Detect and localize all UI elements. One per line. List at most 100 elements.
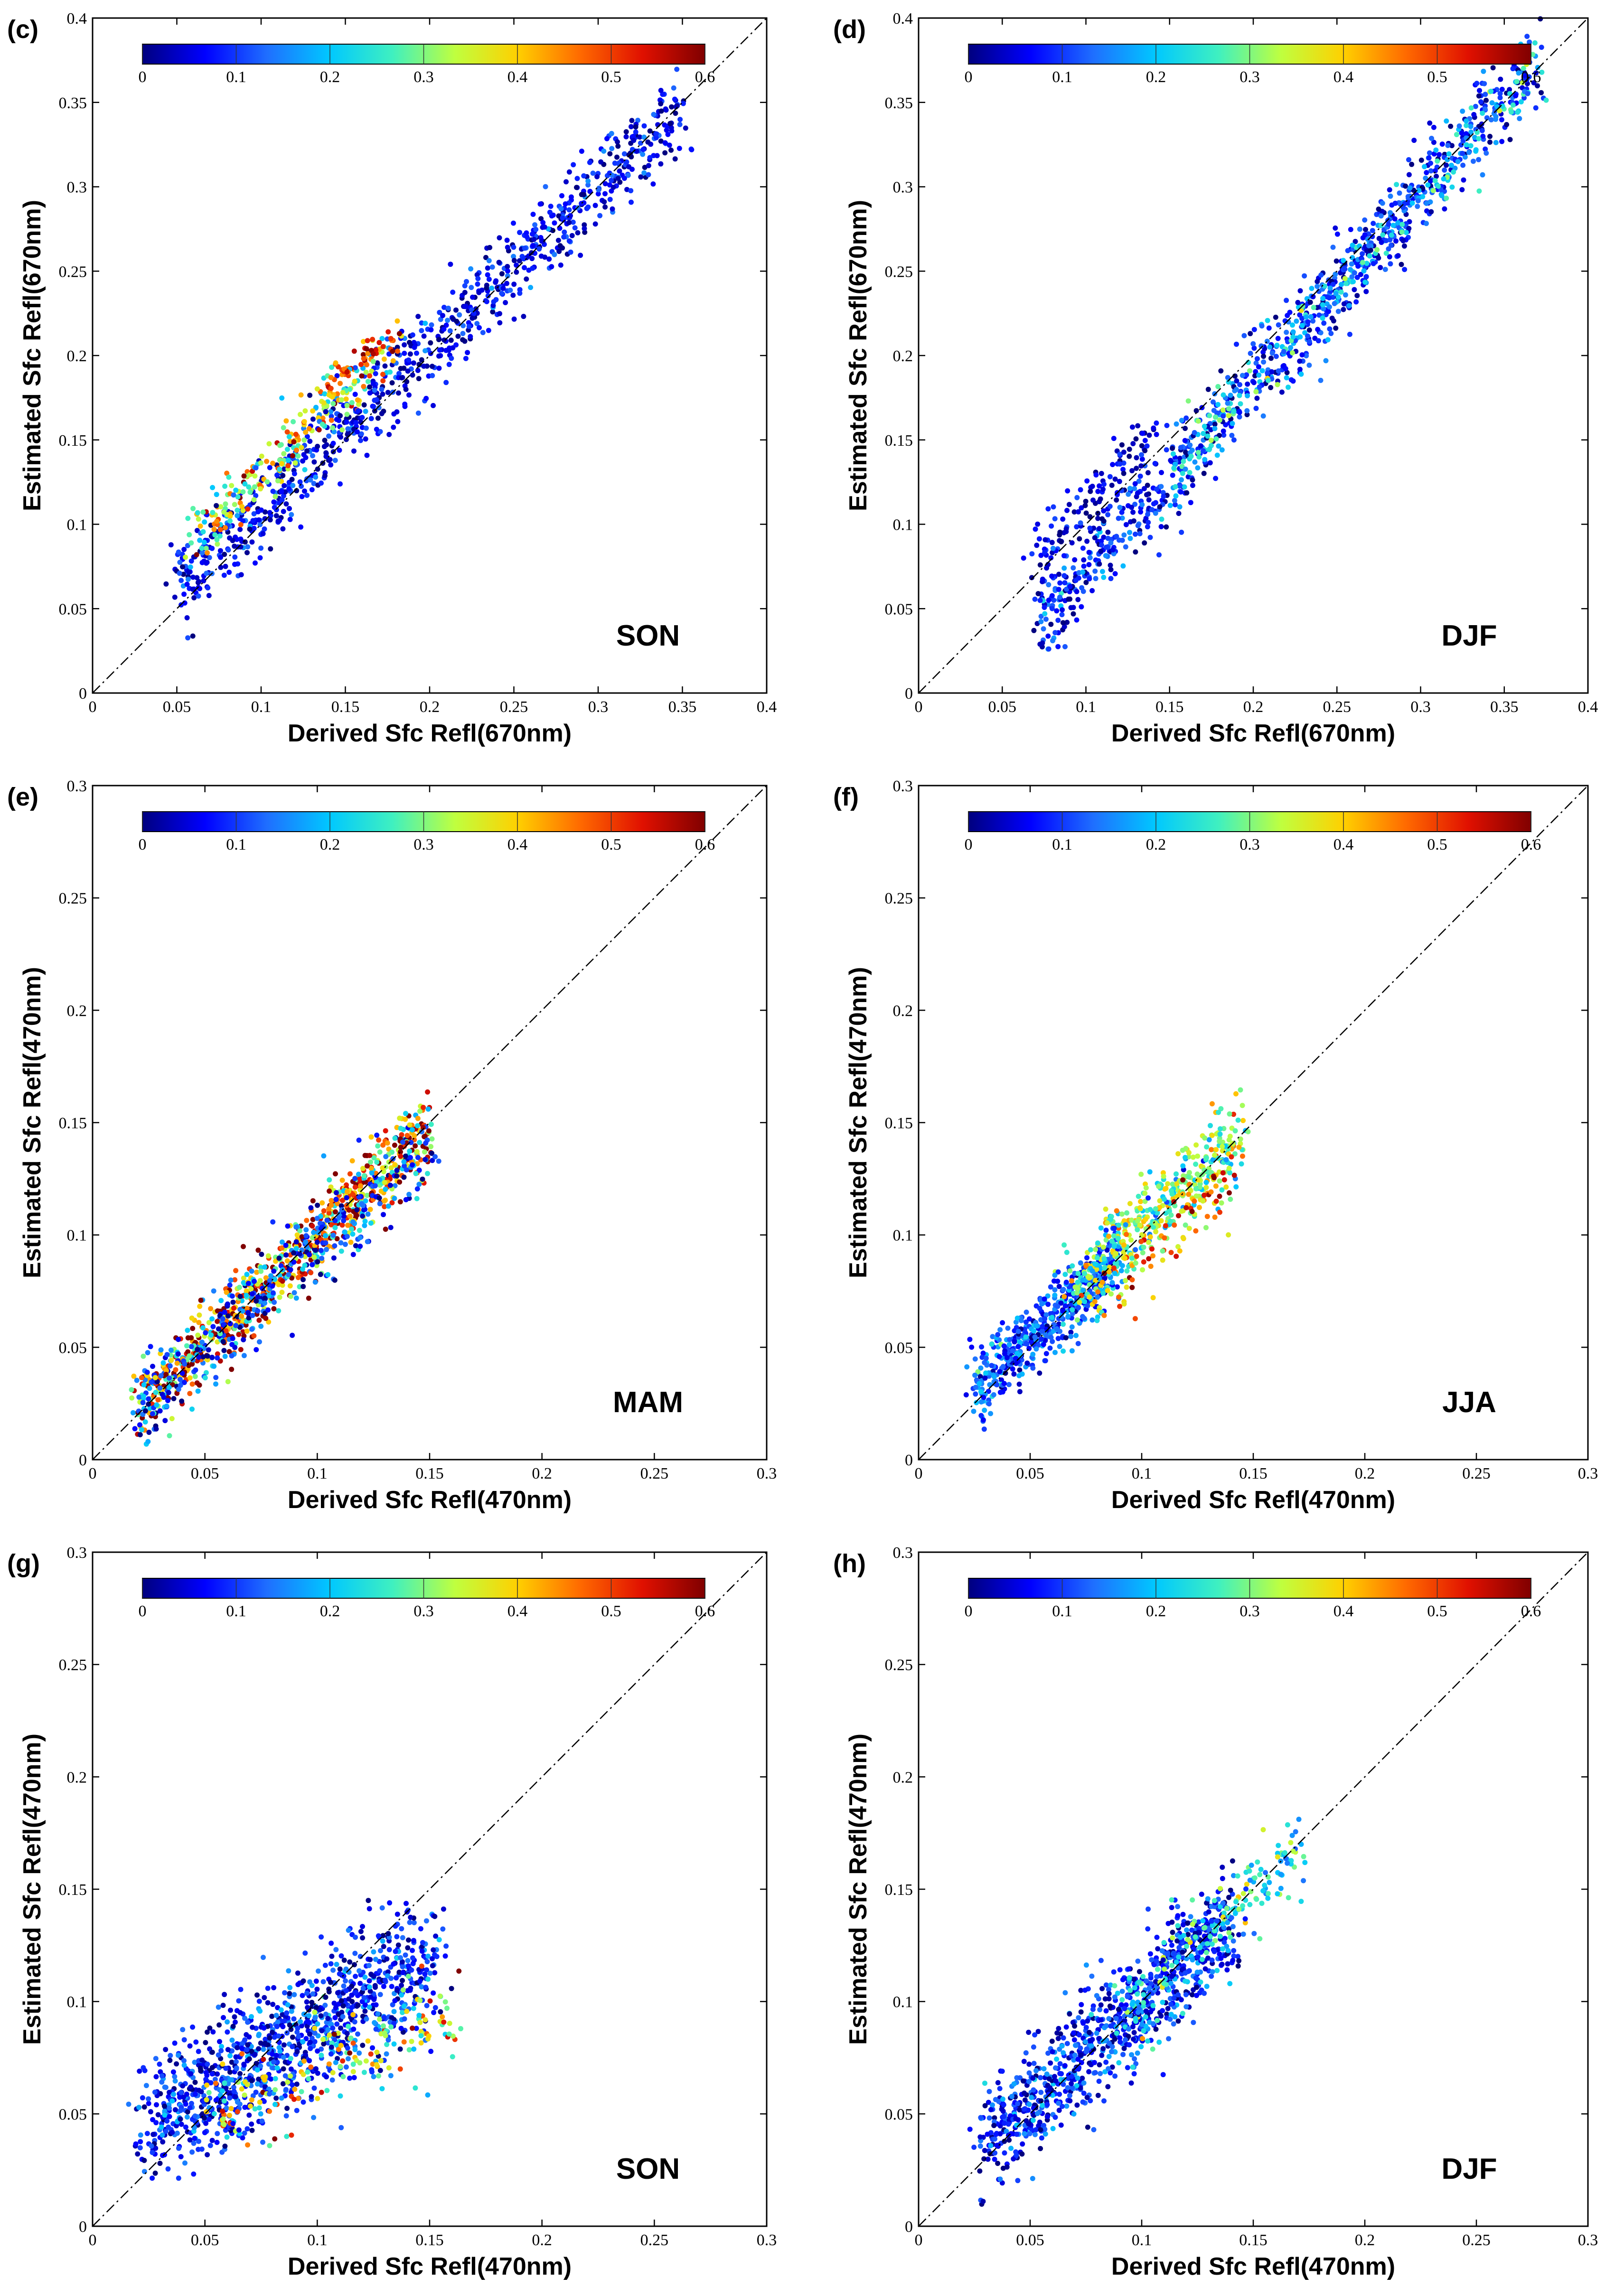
scatter-point — [191, 595, 197, 600]
scatter-point — [307, 439, 313, 444]
colorbar-tick-label: 0.2 — [1146, 68, 1166, 86]
scatter-point — [311, 1229, 317, 1235]
y-tick-label: 0 — [79, 1452, 87, 1469]
scatter-point — [363, 409, 368, 414]
scatter-point — [647, 128, 653, 134]
scatter-point — [1057, 580, 1063, 586]
scatter-point — [403, 1197, 409, 1202]
scatter-point — [602, 191, 608, 197]
scatter-point — [468, 334, 473, 339]
scatter-point — [283, 1252, 289, 1258]
scatter-point — [489, 285, 495, 291]
scatter-point — [369, 368, 375, 374]
scatter-point — [1129, 1284, 1135, 1290]
scatter-point — [1428, 160, 1433, 166]
scatter-point — [1318, 377, 1324, 383]
scatter-point — [1311, 305, 1316, 310]
x-tick-label: 0.1 — [1076, 698, 1096, 716]
scatter-point — [1023, 1309, 1029, 1315]
scatter-point — [1183, 450, 1188, 455]
scatter-point — [1032, 1334, 1038, 1340]
scatter-point — [1236, 409, 1242, 414]
scatter-point — [1119, 442, 1125, 448]
scatter-point — [1093, 576, 1099, 581]
scatter-point — [1170, 446, 1175, 451]
scatter-point — [344, 403, 350, 408]
scatter-point — [1030, 1365, 1036, 1371]
scatter-point — [178, 1382, 183, 1388]
scatter-point — [1454, 132, 1459, 137]
scatter-point — [344, 1234, 350, 1239]
scatter-point — [1476, 93, 1482, 99]
scatter-point — [167, 1363, 173, 1369]
scatter-point — [1123, 544, 1128, 550]
scatter-point — [321, 1153, 327, 1159]
scatter-point — [380, 378, 386, 384]
scatter-point — [460, 323, 466, 328]
scatter-point — [1468, 143, 1474, 149]
scatter-point — [604, 136, 610, 141]
scatter-point — [304, 493, 310, 498]
scatter-point — [369, 1170, 375, 1176]
scatter-point — [1083, 510, 1089, 516]
scatter-point — [1184, 490, 1190, 496]
scatter-point — [394, 345, 400, 350]
scatter-point — [225, 1313, 231, 1319]
scatter-point — [416, 1181, 422, 1187]
scatter-point — [504, 237, 510, 243]
y-tick-label: 0.35 — [59, 94, 87, 112]
scatter-point — [441, 305, 447, 310]
x-tick-label: 0.25 — [1323, 698, 1352, 716]
scatter-point — [1118, 1268, 1124, 1274]
scatter-point — [187, 1353, 192, 1359]
scatter-point — [1441, 176, 1446, 182]
scatter-point — [375, 415, 381, 421]
scatter-point — [1461, 177, 1466, 183]
scatter-point — [1193, 1162, 1199, 1167]
scatter-point — [556, 249, 562, 254]
scatter-point — [1037, 1305, 1042, 1311]
scatter-point — [352, 1176, 358, 1181]
scatter-point — [988, 1411, 994, 1416]
scatter-point — [549, 264, 554, 270]
scatter-point — [423, 395, 429, 401]
scatter-point — [211, 1363, 217, 1369]
scatter-point — [1220, 1170, 1226, 1176]
scatter-point — [1174, 1171, 1179, 1177]
scatter-point — [1203, 1225, 1209, 1230]
scatter-point — [314, 1239, 320, 1245]
scatter-point — [324, 1218, 330, 1223]
scatter-point — [1162, 1235, 1167, 1241]
panel-label: (d) — [833, 15, 866, 44]
scatter-point — [1245, 381, 1250, 387]
scatter-point — [973, 1391, 978, 1397]
scatter-point — [1193, 1142, 1199, 1148]
scatter-point — [1103, 1206, 1108, 1212]
scatter-point — [1077, 536, 1082, 542]
scatter-point — [202, 1375, 208, 1381]
scatter-point — [233, 1268, 239, 1274]
scatter-point — [1471, 159, 1476, 164]
scatter-point — [1464, 122, 1469, 128]
x-tick-label: 0.15 — [415, 1465, 444, 1482]
scatter-point — [288, 1267, 293, 1273]
scatter-point — [1203, 1180, 1209, 1185]
scatter-point — [1143, 1185, 1149, 1190]
x-tick-label: 0 — [915, 698, 923, 716]
scatter-point — [298, 392, 304, 398]
scatter-point — [1154, 420, 1159, 426]
scatter-point — [1069, 540, 1075, 546]
scatter-point — [245, 544, 251, 550]
scatter-point — [140, 1400, 146, 1406]
scatter-point — [231, 492, 236, 498]
scatter-point — [1354, 274, 1360, 280]
scatter-point — [1508, 109, 1514, 115]
x-tick-label: 0.25 — [640, 1465, 669, 1482]
scatter-point — [1185, 398, 1191, 404]
scatter-point — [232, 502, 237, 507]
scatter-point — [1202, 457, 1208, 462]
scatter-point — [980, 1417, 986, 1423]
scatter-point — [1015, 1329, 1021, 1334]
scatter-point — [1143, 1217, 1148, 1222]
scatter-point — [206, 1347, 211, 1353]
